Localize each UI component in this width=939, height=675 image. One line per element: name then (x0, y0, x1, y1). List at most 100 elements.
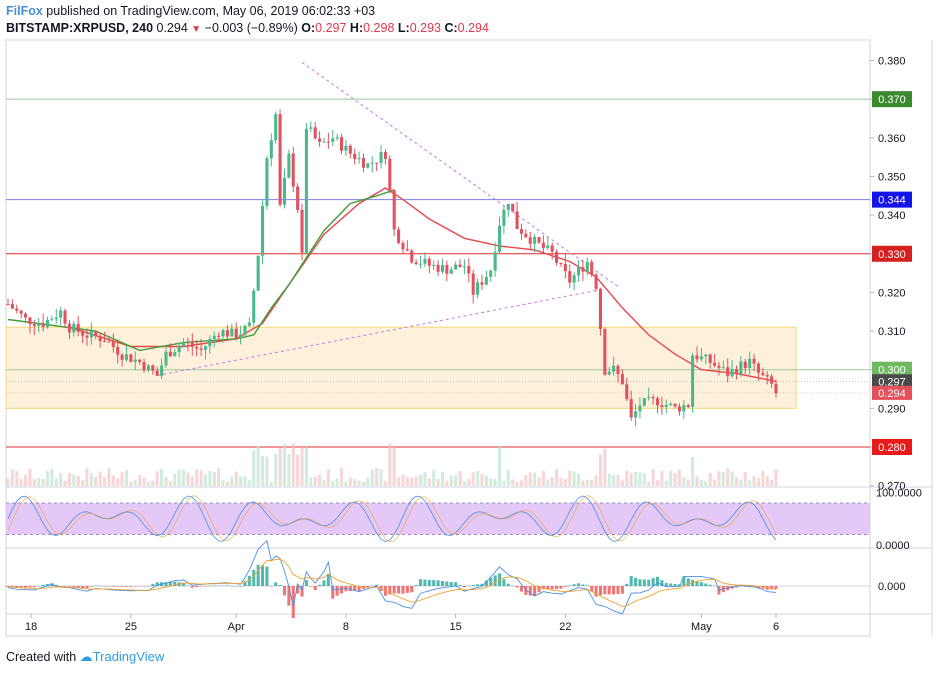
macd-hist-22 (103, 586, 107, 587)
volume-bar-93 (414, 476, 418, 486)
candle-body-44 (199, 348, 203, 350)
macd-hist-45 (203, 586, 208, 587)
macd-hist-23 (107, 586, 111, 587)
volume-bar-67 (300, 447, 304, 486)
macd-hist-48 (217, 585, 221, 587)
volume-bar-24 (111, 475, 115, 486)
macd-hist-103 (458, 585, 462, 586)
y-tick-label-9: 0.290 (878, 403, 906, 415)
macd-hist-61 (274, 582, 278, 586)
macd-line (7, 540, 777, 615)
candle-body-117 (519, 229, 523, 234)
macd-hist-44 (199, 586, 203, 587)
volume-bar-18 (85, 468, 89, 486)
macd-hist-7 (37, 585, 41, 587)
volume-bar-74 (331, 480, 335, 486)
macd-hist-78 (348, 586, 352, 592)
candle-body-147 (651, 397, 655, 399)
volume-bar-100 (445, 481, 449, 486)
candle-body-168 (743, 361, 747, 369)
volume-bar-120 (533, 472, 537, 486)
macd-hist-58 (261, 565, 265, 586)
macd-hist-13 (63, 586, 67, 587)
macd-hist-114 (506, 583, 510, 586)
candle-body-138 (612, 365, 616, 372)
candle-body-160 (708, 354, 712, 363)
volume-bar-144 (638, 472, 642, 486)
candle-body-156 (691, 355, 695, 407)
candle-body-109 (484, 276, 488, 285)
volume-bar-89 (397, 477, 401, 486)
volume-bar-51 (230, 476, 234, 486)
candle-body-89 (397, 229, 401, 243)
macd-hist-74 (331, 586, 335, 599)
volume-bar-32 (146, 481, 150, 486)
candle-body-167 (739, 361, 743, 374)
macd-hist-88 (392, 586, 396, 594)
macd-hist-107 (476, 584, 480, 586)
candle-body-57 (256, 255, 260, 291)
volume-bar-168 (743, 472, 747, 486)
volume-bar-141 (625, 470, 629, 486)
macd-hist-30 (138, 586, 142, 587)
volume-bar-14 (67, 472, 71, 486)
low-label: L: (397, 21, 410, 35)
volume-bar-145 (642, 473, 646, 486)
macd-hist-70 (313, 586, 317, 591)
volume-bar-83 (370, 469, 374, 486)
candle-body-24 (111, 341, 115, 348)
macd-hist-32 (146, 586, 150, 587)
volume-bar-130 (576, 473, 581, 486)
volume-bar-112 (497, 446, 502, 486)
candle-body-71 (318, 138, 322, 142)
macd-hist-174 (770, 586, 774, 590)
macd-hist-68 (304, 580, 308, 586)
volume-bar-78 (348, 477, 352, 486)
candle-body-125 (555, 251, 559, 263)
tradingview-logo[interactable]: TradingView (92, 649, 165, 664)
macd-hist-59 (265, 566, 269, 586)
macd-hist-14 (67, 586, 71, 587)
volume-bar-157 (695, 476, 699, 486)
volume-bar-54 (243, 476, 247, 486)
macd-hist-63 (282, 586, 287, 596)
macd-hist-151 (669, 583, 673, 586)
candle-body-11 (54, 317, 58, 320)
macd-hist-139 (616, 586, 620, 595)
volume-bar-72 (322, 480, 326, 486)
macd-hist-133 (590, 586, 594, 592)
symbol-label: BITSTAMP:XRPUSD, 240 (6, 21, 154, 35)
volume-bar-49 (221, 479, 225, 486)
y-tick-label-0: 0.380 (878, 56, 906, 68)
price-chart[interactable]: 0.380 0.370 0.360 0.350 0.340 0.330 0.320 0.310… (0, 0, 939, 645)
volume-bar-81 (361, 481, 366, 486)
low-value: 0.293 (409, 21, 441, 35)
stoch-d-line (7, 495, 777, 543)
trendline-1 (301, 62, 619, 288)
volume-bar-80 (357, 480, 361, 486)
candle-body-84 (375, 162, 379, 164)
volume-bar-124 (550, 477, 554, 486)
candle-body-58 (261, 205, 265, 256)
candle-body-2 (15, 308, 19, 311)
candle-body-7 (37, 323, 41, 326)
macd-hist-123 (546, 586, 550, 590)
macd-hist-28 (129, 586, 133, 587)
volume-bar-108 (480, 473, 484, 486)
volume-bar-129 (572, 471, 576, 486)
candle-body-111 (493, 251, 497, 271)
author-name[interactable]: FilFox (6, 4, 43, 18)
macd-hist-72 (322, 580, 326, 586)
candle-body-172 (761, 372, 765, 376)
down-arrow-icon: ▼ (191, 24, 202, 35)
candle-body-92 (410, 250, 414, 263)
volume-bar-133 (590, 479, 594, 486)
volume-bar-68 (304, 447, 308, 486)
level-tag-2 (872, 245, 912, 262)
volume-bar-140 (620, 480, 624, 486)
macd-hist-143 (634, 577, 638, 586)
candle-body-30 (138, 359, 142, 363)
macd-hist-138 (612, 586, 616, 595)
candle-body-152 (673, 403, 677, 407)
volume-bar-88 (392, 447, 396, 486)
